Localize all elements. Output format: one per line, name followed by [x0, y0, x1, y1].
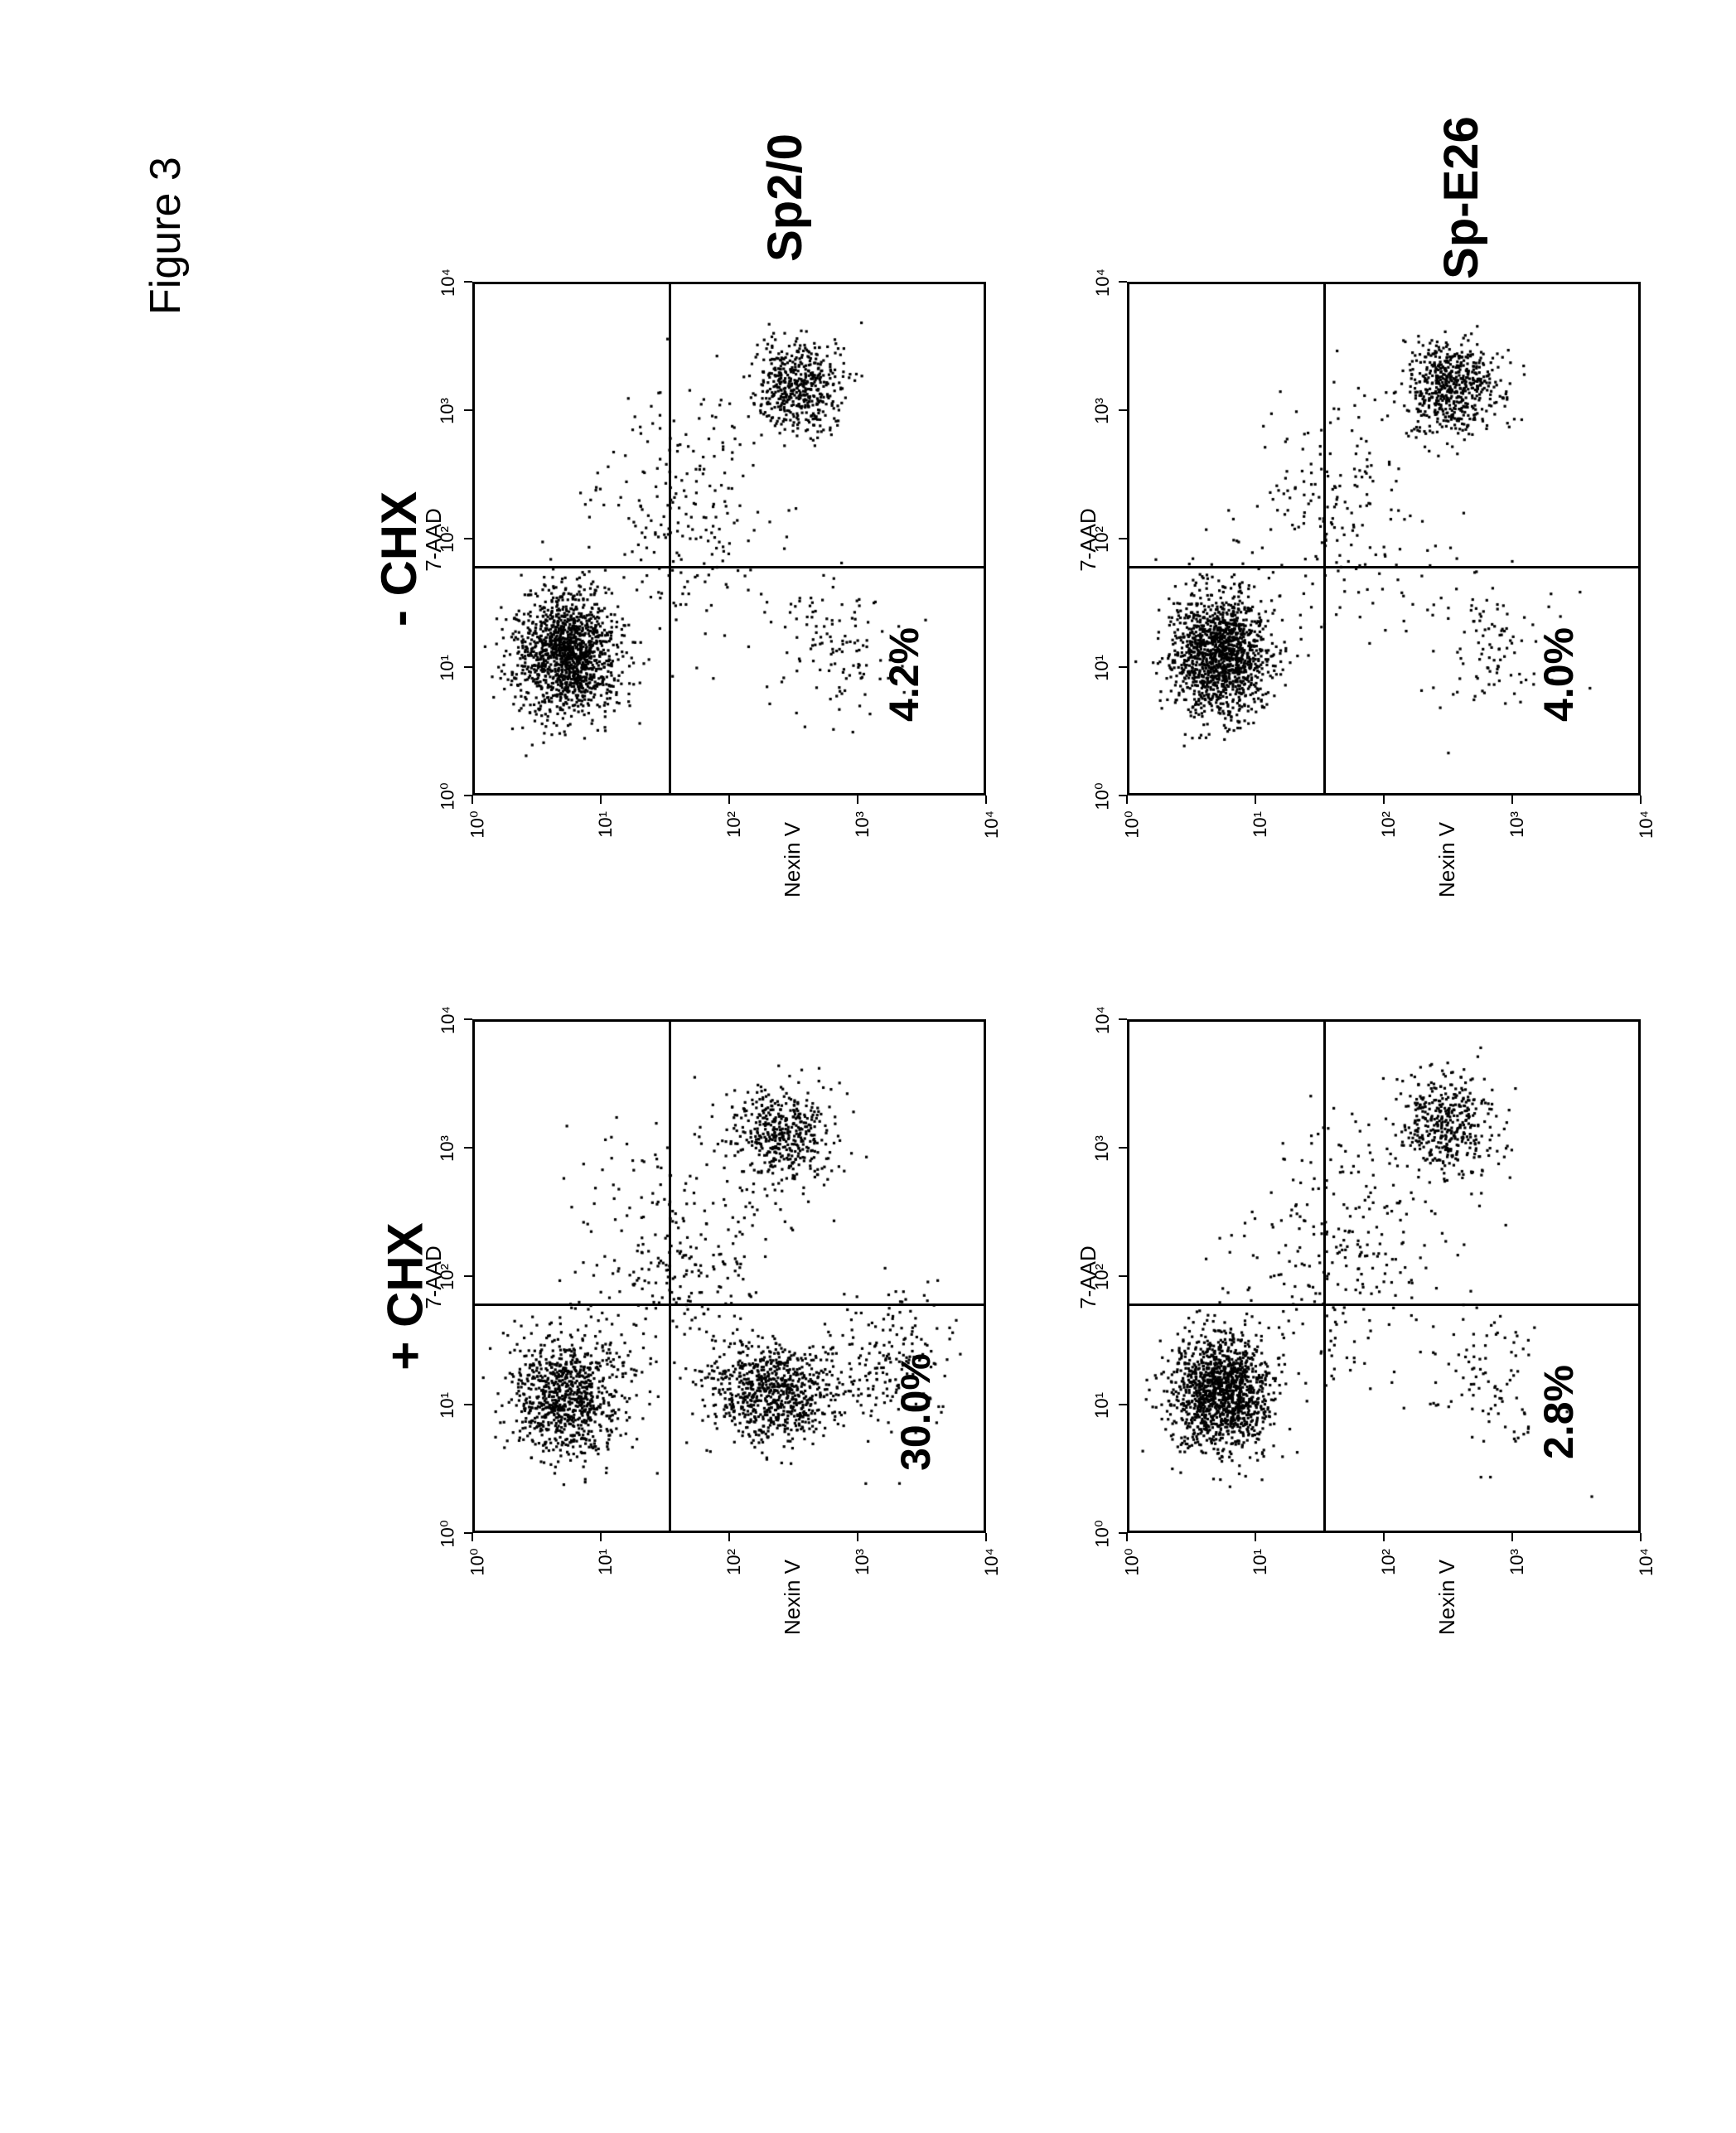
y-tick: 10⁰: [438, 782, 459, 810]
x-tick-mark: [985, 796, 987, 804]
y-tick-mark: [1119, 281, 1127, 283]
y-tick: 10⁰: [1092, 782, 1114, 810]
x-tick: 10⁴: [1636, 810, 1657, 839]
x-tick-mark: [1383, 796, 1385, 804]
x-tick-mark: [471, 1533, 473, 1541]
quadrant-percentage: 4.0%: [1535, 627, 1583, 722]
y-tick-mark: [1119, 1404, 1127, 1405]
y-tick: 10¹: [1091, 1392, 1113, 1419]
x-tick-mark: [1640, 1533, 1642, 1541]
y-tick-mark: [1119, 1275, 1127, 1277]
y-tick-mark: [464, 1404, 472, 1405]
x-tick-mark: [985, 1533, 987, 1541]
x-tick-mark: [728, 796, 730, 804]
y-tick-mark: [1119, 409, 1127, 411]
y-tick: 10³: [1091, 1135, 1113, 1162]
y-tick: 10⁰: [438, 1520, 459, 1547]
y-tick: 10²: [437, 1264, 458, 1290]
column-header-spe26: Sp-E26: [1434, 116, 1489, 279]
y-tick-mark: [464, 1275, 472, 1277]
x-tick: 10²: [723, 1549, 745, 1575]
y-tick-mark: [1119, 1018, 1127, 1020]
x-tick: 10⁰: [1122, 1548, 1144, 1575]
y-tick-mark: [464, 666, 472, 668]
x-tick-mark: [600, 796, 602, 804]
x-tick: 10⁴: [981, 1548, 1003, 1576]
x-axis-label: Nexin V: [1434, 1560, 1460, 1635]
x-tick-mark: [1126, 1533, 1128, 1541]
x-tick: 10²: [1378, 1549, 1400, 1575]
x-tick-mark: [857, 796, 858, 804]
y-tick: 10³: [437, 1135, 458, 1162]
row-header-minus-chx: - CHX: [370, 491, 428, 626]
x-tick-mark: [471, 796, 473, 804]
y-tick: 10¹: [1091, 655, 1113, 681]
y-tick-mark: [464, 1018, 472, 1020]
x-axis-label: Nexin V: [780, 1560, 805, 1635]
y-tick: 10⁴: [438, 1006, 459, 1034]
quadrant-percentage: 30.0%: [891, 1353, 939, 1471]
y-tick-mark: [464, 1147, 472, 1149]
y-tick: 10²: [1091, 526, 1113, 553]
y-tick-mark: [1119, 538, 1127, 539]
x-tick: 10⁰: [467, 1548, 489, 1575]
y-tick-mark: [1119, 1147, 1127, 1149]
x-tick: 10¹: [595, 1549, 617, 1575]
x-axis-label: Nexin V: [1434, 822, 1460, 897]
x-tick-mark: [857, 1533, 858, 1541]
y-tick-mark: [464, 409, 472, 411]
x-tick-mark: [600, 1533, 602, 1541]
x-tick: 10³: [1506, 811, 1528, 838]
x-tick: 10³: [852, 811, 873, 838]
x-tick-mark: [1511, 796, 1513, 804]
y-tick: 10¹: [437, 655, 458, 681]
x-tick: 10³: [852, 1549, 873, 1575]
y-tick: 10³: [1091, 398, 1113, 424]
column-header-sp20: Sp2/0: [757, 133, 813, 262]
x-tick-mark: [1640, 796, 1642, 804]
x-tick: 10¹: [1250, 1549, 1271, 1575]
y-tick: 10¹: [437, 1392, 458, 1419]
x-tick: 10¹: [1250, 811, 1271, 838]
x-axis-label: Nexin V: [780, 822, 805, 897]
quadrant-percentage: 4.2%: [880, 627, 928, 722]
y-tick: 10⁴: [438, 268, 459, 297]
x-tick: 10⁰: [467, 810, 489, 838]
y-tick: 10⁴: [1092, 1006, 1114, 1034]
figure-label: Figure 3: [141, 157, 191, 315]
x-tick: 10²: [1378, 811, 1400, 838]
x-tick: 10²: [723, 811, 745, 838]
y-tick: 10²: [437, 526, 458, 553]
x-tick: 10⁰: [1122, 810, 1144, 838]
x-tick: 10⁴: [981, 810, 1003, 839]
y-tick: 10³: [437, 398, 458, 424]
x-tick-mark: [1383, 1533, 1385, 1541]
x-tick-mark: [1126, 796, 1128, 804]
x-tick-mark: [1255, 1533, 1256, 1541]
x-tick-mark: [1511, 1533, 1513, 1541]
x-tick: 10³: [1506, 1549, 1528, 1575]
x-tick: 10¹: [595, 811, 617, 838]
y-tick: 10²: [1091, 1264, 1113, 1290]
y-tick: 10⁴: [1092, 268, 1114, 297]
y-tick-mark: [464, 538, 472, 539]
x-tick-mark: [1255, 796, 1256, 804]
y-tick-mark: [464, 281, 472, 283]
y-tick: 10⁰: [1092, 1520, 1114, 1547]
quadrant-percentage: 2.8%: [1535, 1365, 1583, 1459]
y-tick-mark: [1119, 666, 1127, 668]
x-tick: 10⁴: [1636, 1548, 1657, 1576]
x-tick-mark: [728, 1533, 730, 1541]
